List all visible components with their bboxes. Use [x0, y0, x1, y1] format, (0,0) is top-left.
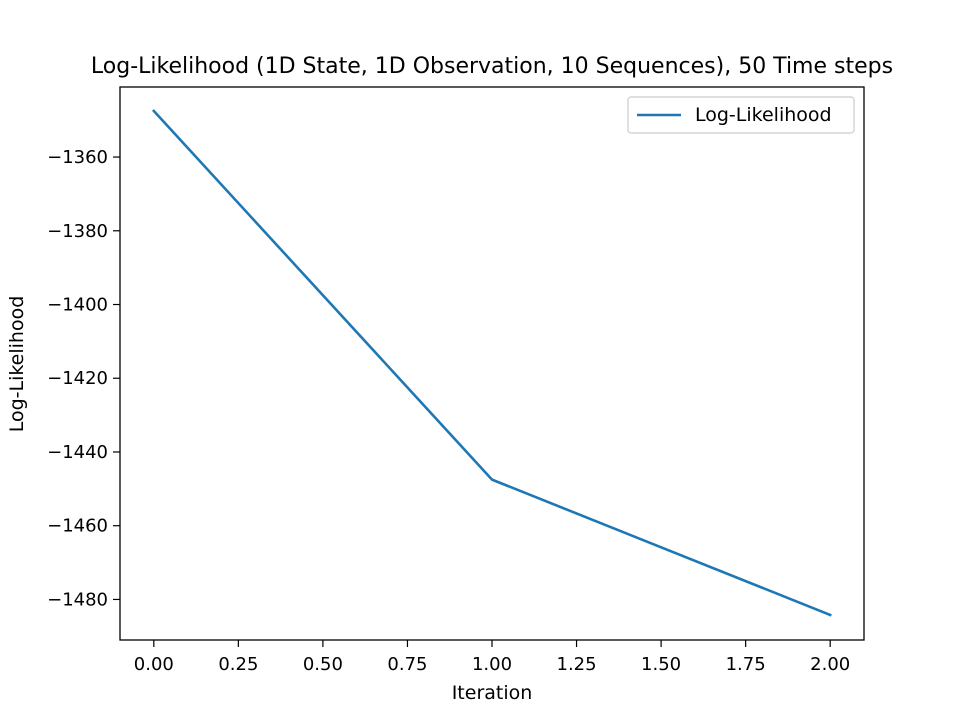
- y-tick-label: −1460: [47, 516, 108, 537]
- legend-label: Log-Likelihood: [695, 104, 832, 126]
- y-tick-label: −1360: [47, 147, 108, 168]
- legend: Log-Likelihood: [627, 96, 855, 134]
- x-tick-label: 0.00: [134, 654, 174, 675]
- x-tick-label: 1.50: [641, 654, 681, 675]
- y-tick-label: −1400: [47, 295, 108, 316]
- y-tick-label: −1380: [47, 221, 108, 242]
- y-axis-label: Log-Likelihood: [6, 296, 28, 433]
- x-tick-label: 0.25: [218, 654, 258, 675]
- x-tick-label: 1.75: [726, 654, 766, 675]
- y-tick-label: −1420: [47, 368, 108, 389]
- y-tick-label: −1440: [47, 442, 108, 463]
- legend-box: [627, 96, 855, 134]
- x-axis: 0.00 0.25 0.50 0.75 1.00 1.25 1.50 1.75 2.00: [134, 640, 850, 675]
- plot-area: [119, 86, 865, 641]
- y-tick-label: −1480: [47, 589, 108, 610]
- series-layer: [151, 109, 832, 617]
- x-tick-label: 0.75: [387, 654, 427, 675]
- x-tick-label: 1.00: [472, 654, 512, 675]
- x-axis-label: Iteration: [452, 682, 533, 704]
- x-tick-label: 0.50: [303, 654, 343, 675]
- series-line: [151, 109, 832, 617]
- x-tick-label: 1.25: [557, 654, 597, 675]
- y-axis: −1360 −1380 −1400 −1420 −1440 −1460 −1480: [47, 147, 120, 610]
- x-tick-label: 2.00: [810, 654, 850, 675]
- chart-title: Log-Likelihood (1D State, 1D Observation…: [91, 54, 893, 79]
